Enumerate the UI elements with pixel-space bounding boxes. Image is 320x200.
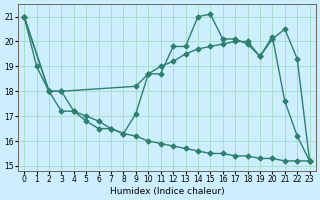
X-axis label: Humidex (Indice chaleur): Humidex (Indice chaleur): [109, 187, 224, 196]
